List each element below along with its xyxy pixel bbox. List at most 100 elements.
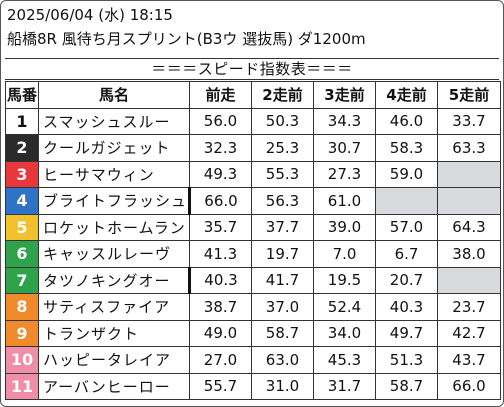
horse-name-cell: アーバンヒーロー (38, 372, 190, 400)
speed-index-cell: 38.0 (437, 240, 501, 268)
horse-name-cell: ブライトフラッシュ (38, 187, 191, 215)
speed-index-cell: 23.7 (437, 293, 501, 321)
speed-index-cell: 19.7 (251, 240, 314, 268)
race-datetime: 2025/06/04 (水) 18:15 (7, 6, 173, 24)
horse-number-cell: 1 (5, 107, 39, 135)
speed-index-cell (437, 187, 501, 215)
horse-name-cell: クールガジェット (38, 134, 190, 162)
table-row: 8 サティスファイア 38.7 37.0 52.4 40.3 23.7 (5, 293, 501, 321)
horse-number-cell: 3 (5, 160, 39, 188)
speed-index-cell (437, 160, 501, 188)
speed-index-cell: 63.0 (251, 346, 314, 374)
speed-index-cell: 40.3 (375, 293, 438, 321)
horse-name-cell: ロケットホームラン (38, 213, 190, 241)
horse-name-cell: サティスファイア (38, 293, 190, 321)
horse-name-cell: タツノキングオー (38, 266, 191, 294)
horse-number-cell: 4 (5, 187, 39, 215)
col-header-2-races-ago: 2走前 (251, 81, 314, 109)
speed-index-cell: 34.3 (313, 107, 376, 135)
speed-index-cell: 49.3 (189, 160, 252, 188)
table-row: 5 ロケットホームラン 35.7 37.7 39.0 57.0 64.3 (5, 213, 501, 241)
speed-index-cell: 56.3 (251, 187, 314, 215)
horse-name-cell: ヒーサマウィン (38, 160, 190, 188)
speed-index-banner: ＝＝＝スピード指数表＝＝＝ (5, 58, 499, 80)
speed-index-cell: 66.0 (189, 187, 252, 215)
col-header-umaban: 馬番 (5, 81, 39, 109)
speed-index-cell: 30.7 (313, 134, 376, 162)
horse-number-cell: 2 (5, 134, 39, 162)
speed-index-cell (375, 187, 438, 215)
horse-number-cell: 6 (5, 240, 39, 268)
speed-index-cell: 35.7 (189, 213, 252, 241)
speed-index-cell: 56.0 (189, 107, 252, 135)
speed-index-cell: 55.7 (189, 372, 252, 400)
speed-index-cell: 37.7 (251, 213, 314, 241)
horse-number-cell: 8 (5, 293, 39, 321)
speed-index-cell: 39.0 (313, 213, 376, 241)
speed-index-cell: 32.3 (189, 134, 252, 162)
speed-index-cell: 49.0 (189, 319, 252, 347)
horse-name-cell: キャッスルレーヴ (38, 240, 190, 268)
speed-index-cell: 52.4 (313, 293, 376, 321)
horse-number-cell: 11 (5, 372, 39, 400)
speed-index-cell: 64.3 (437, 213, 501, 241)
speed-index-cell: 7.0 (313, 240, 376, 268)
speed-index-cell: 40.3 (189, 266, 252, 294)
speed-index-cell: 66.0 (437, 372, 501, 400)
col-header-3-races-ago: 3走前 (313, 81, 376, 109)
race-title: 船橋8R 風待ち月スプリント(B3ウ 選抜馬) ダ1200m (7, 30, 366, 48)
speed-index-cell: 58.7 (375, 372, 438, 400)
col-header-last-race: 前走 (189, 81, 252, 109)
speed-index-cell: 25.3 (251, 134, 314, 162)
horse-number-cell: 5 (5, 213, 39, 241)
table-row: 7 タツノキングオー 40.3 41.7 19.5 20.7 (5, 266, 501, 294)
table-row: 11 アーバンヒーロー 55.7 31.0 31.7 58.7 66.0 (5, 372, 501, 400)
table-row: 4 ブライトフラッシュ 66.0 56.3 61.0 (5, 187, 501, 215)
speed-index-cell: 59.0 (375, 160, 438, 188)
speed-index-cell: 6.7 (375, 240, 438, 268)
speed-index-cell: 38.7 (189, 293, 252, 321)
horse-name-cell: トランザクト (38, 319, 190, 347)
speed-index-cell: 61.0 (313, 187, 376, 215)
speed-index-cell: 45.3 (313, 346, 376, 374)
speed-index-cell: 27.0 (189, 346, 252, 374)
horse-name-cell: スマッシュスルー (38, 107, 190, 135)
speed-index-cell: 46.0 (375, 107, 438, 135)
speed-index-cell: 49.7 (375, 319, 438, 347)
speed-index-cell: 58.3 (375, 134, 438, 162)
speed-index-cell (437, 266, 501, 294)
table-row: 10 ハッピータレイア 27.0 63.0 45.3 51.3 43.7 (5, 346, 501, 374)
table-header-row: 馬番 馬名 前走 2走前 3走前 4走前 5走前 (5, 81, 501, 109)
speed-index-table: 馬番 馬名 前走 2走前 3走前 4走前 5走前 1 スマッシュスルー 56.0 50… (5, 81, 501, 400)
speed-index-cell: 27.3 (313, 160, 376, 188)
speed-index-cell: 31.7 (313, 372, 376, 400)
speed-index-cell: 63.3 (437, 134, 501, 162)
speed-index-cell: 43.7 (437, 346, 501, 374)
speed-index-cell: 31.0 (251, 372, 314, 400)
speed-index-cell: 33.7 (437, 107, 501, 135)
speed-index-cell: 20.7 (375, 266, 438, 294)
horse-number-cell: 7 (5, 266, 39, 294)
horse-number-cell: 9 (5, 319, 39, 347)
speed-index-cell: 55.3 (251, 160, 314, 188)
speed-index-cell: 50.3 (251, 107, 314, 135)
speed-index-cell: 42.7 (437, 319, 501, 347)
table-row: 2 クールガジェット 32.3 25.3 30.7 58.3 63.3 (5, 134, 501, 162)
speed-index-cell: 51.3 (375, 346, 438, 374)
speed-index-cell: 34.0 (313, 319, 376, 347)
table-row: 3 ヒーサマウィン 49.3 55.3 27.3 59.0 (5, 160, 501, 188)
speed-index-cell: 19.5 (313, 266, 376, 294)
col-header-5-races-ago: 5走前 (437, 81, 501, 109)
horse-name-cell: ハッピータレイア (38, 346, 190, 374)
col-header-4-races-ago: 4走前 (375, 81, 438, 109)
table-body: 1 スマッシュスルー 56.0 50.3 34.3 46.0 33.7 2 クールガジェット 32… (5, 107, 501, 400)
col-header-horse-name: 馬名 (38, 81, 190, 109)
speed-index-cell: 58.7 (251, 319, 314, 347)
speed-index-cell: 37.0 (251, 293, 314, 321)
horse-number-cell: 10 (5, 346, 39, 374)
table-row: 6 キャッスルレーヴ 41.3 19.7 7.0 6.7 38.0 (5, 240, 501, 268)
speed-index-cell: 57.0 (375, 213, 438, 241)
table-row: 1 スマッシュスルー 56.0 50.3 34.3 46.0 33.7 (5, 107, 501, 135)
speed-index-cell: 41.7 (251, 266, 314, 294)
